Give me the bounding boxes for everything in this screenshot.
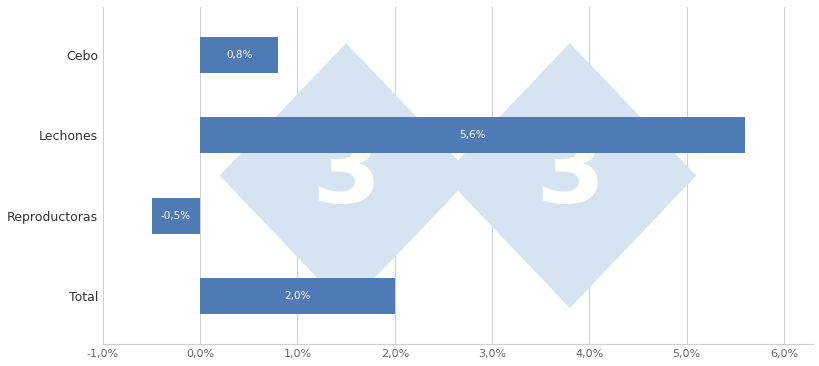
Bar — [152, 198, 200, 234]
Text: 0,8%: 0,8% — [226, 50, 252, 60]
Text: 2,0%: 2,0% — [284, 291, 310, 301]
Bar — [200, 117, 744, 153]
Polygon shape — [219, 43, 472, 308]
Text: -0,5%: -0,5% — [161, 211, 191, 221]
Text: 3: 3 — [534, 127, 604, 224]
Bar — [200, 278, 394, 314]
Polygon shape — [443, 43, 695, 308]
Bar — [200, 37, 278, 73]
Text: 3: 3 — [311, 127, 381, 224]
Text: 5,6%: 5,6% — [459, 130, 485, 141]
